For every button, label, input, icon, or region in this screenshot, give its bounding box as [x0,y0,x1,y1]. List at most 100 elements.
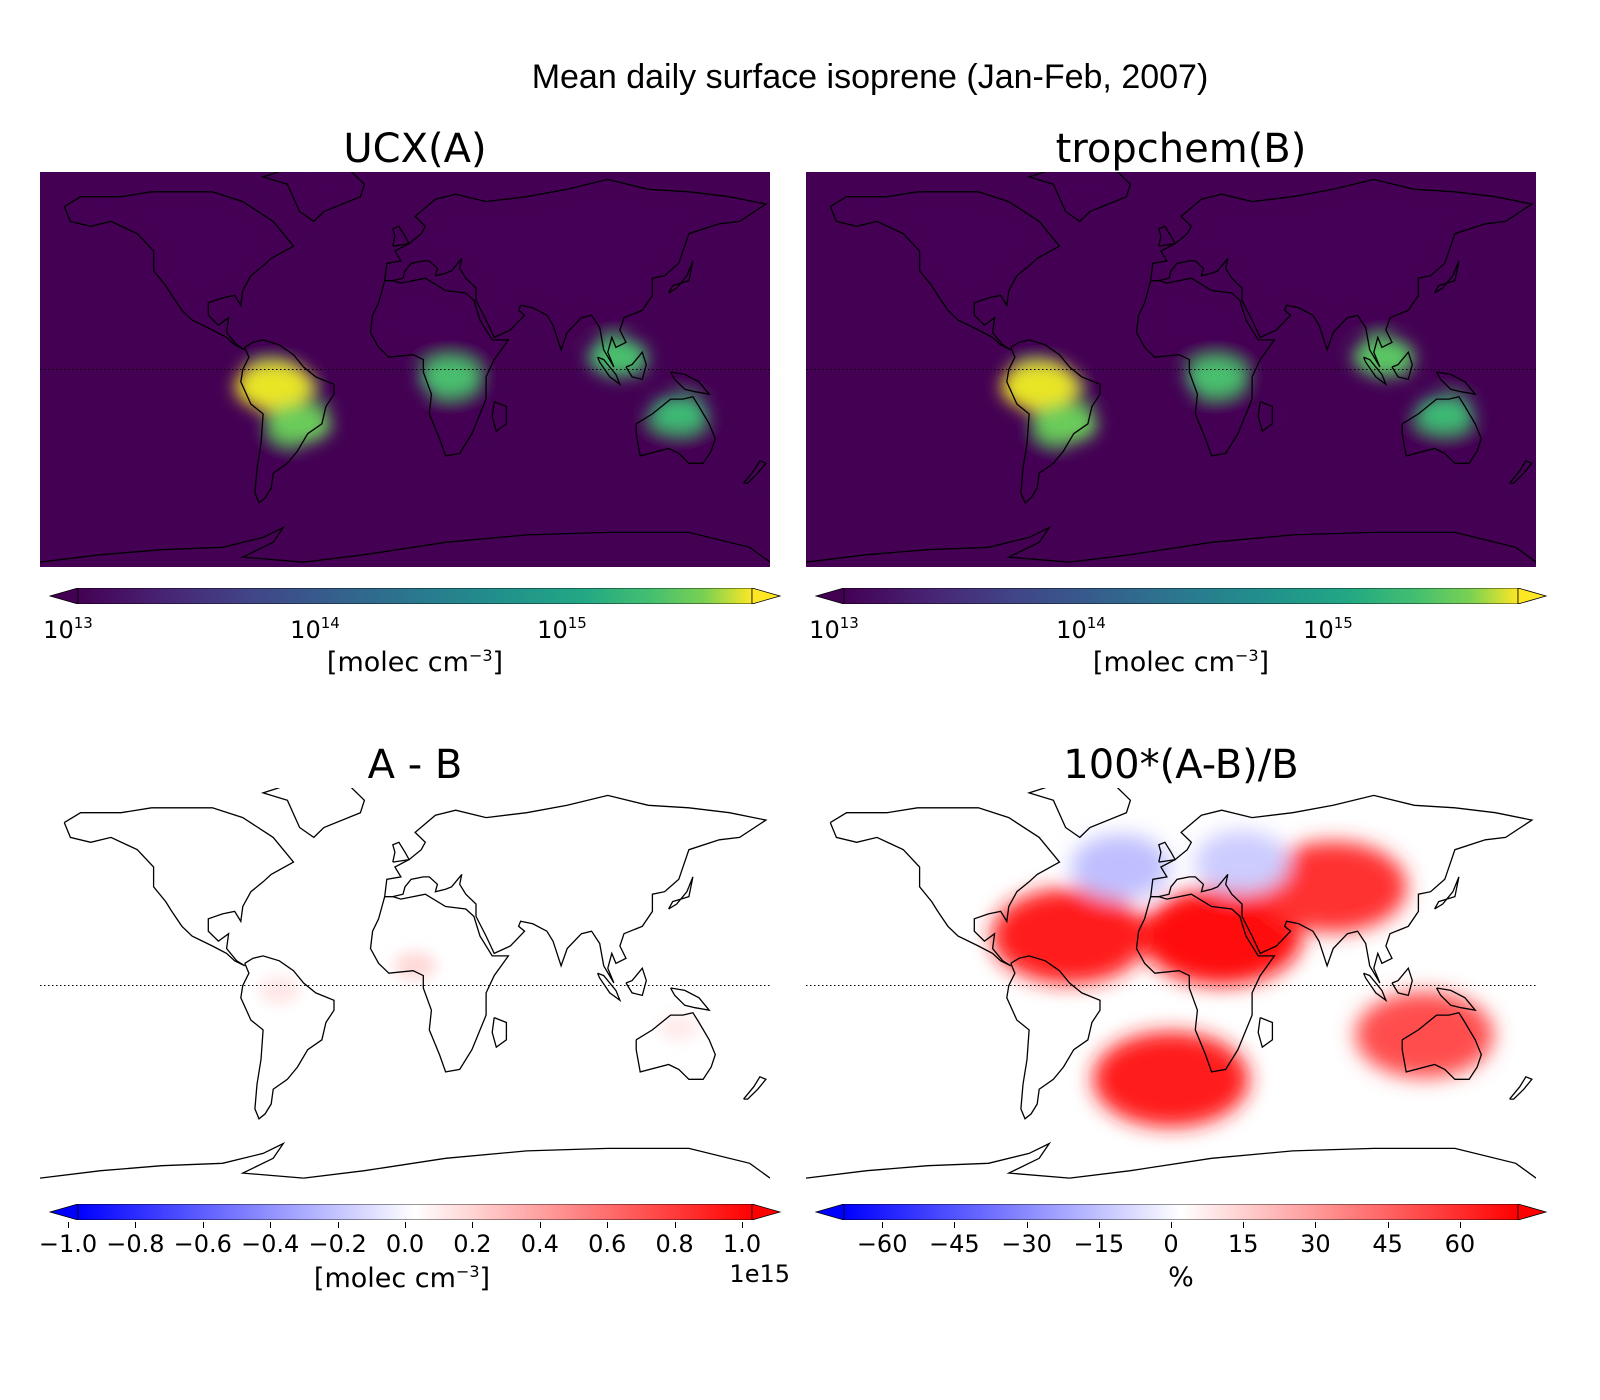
tick-mark [270,1222,272,1228]
coastline [1257,1016,1274,1049]
coastline [597,356,622,387]
tick-label: 0.2 [453,1230,492,1258]
field-hotspot [1092,1031,1250,1128]
panel-title: tropchem(B) [1055,126,1307,172]
tick-label: 60 [1444,1230,1476,1258]
tick-label: 1014 [290,614,340,644]
coastline [392,225,411,247]
colorbar-offset-text: 1e15 [729,1260,790,1288]
tick-label: 0 [1163,1230,1179,1258]
tick-mark [1387,1222,1389,1228]
land-base [1158,226,1176,247]
coastline [491,400,508,433]
field-hotspot [1033,403,1098,444]
coastline [1158,225,1177,247]
tick-label: 15 [1227,1230,1259,1258]
coastline [597,972,622,1003]
colorbar [814,588,1548,604]
colorbar-gradient [843,588,1519,604]
land-base [1150,179,1532,367]
colorbar-ticks: 1013 1014 1015 [40,606,790,644]
coastline [260,788,366,839]
tick-label: 0.8 [655,1230,694,1258]
tick-label: 1014 [1056,614,1106,644]
land-base [1029,172,1131,222]
tick-label: −1.0 [38,1230,98,1258]
coastlines [40,788,770,1179]
coastline [240,955,335,1120]
tick-label: 0.0 [385,1230,425,1258]
tick-label: −0.2 [308,1230,367,1258]
coastline [1150,794,1534,984]
tick-mark [135,1222,137,1228]
coastline [625,350,647,381]
colorbar [48,1204,782,1220]
map-tropchem [806,172,1556,577]
coastline [668,876,694,910]
panel-title: 100*(A-B)/B [1063,742,1299,788]
coastline [829,191,1061,351]
tick-label: −0.6 [173,1230,232,1258]
difference-field [258,951,699,1042]
field-hotspot [1416,395,1474,433]
colorbar-ticks: −1.0 −0.8 −0.6 −0.4 −0.2 0.0 0.2 0.4 0.6 0.8 1.0 [38,1222,790,1258]
coastline [635,1011,716,1080]
tick-label: 30 [1300,1230,1331,1258]
tick-mark [1171,1222,1172,1228]
coastline [40,525,304,563]
colorbar-ticks: 1013 1014 1015 [806,606,1556,644]
coastline [1026,172,1132,223]
field-hotspot [1185,358,1246,396]
colorbar-extend-low [814,588,845,604]
colorbar-ticks: −60 −45 −30 −15 0 15 30 45 60 [806,1222,1556,1258]
coastline [1509,1075,1533,1100]
land-base [670,372,710,395]
map-absolute-difference [40,788,790,1193]
map-ucx [40,172,790,577]
coastline [369,277,510,457]
map-svg [40,172,770,567]
colorbar-extend-low [814,1204,845,1220]
tick-label: 0.6 [588,1230,627,1258]
concentration-field [830,172,1532,503]
tick-mark [882,1222,884,1228]
colorbar-extend-high [751,588,782,604]
coastline [1363,972,1388,1003]
colorbar-gradient [843,1204,1519,1220]
tick-mark [607,1222,609,1228]
figure-title: Mean daily surface isoprene (Jan-Feb, 20… [531,58,1209,96]
coastline [1391,966,1413,997]
coastline [384,794,768,984]
coastline [1150,178,1534,368]
field-hotspot [658,1013,699,1042]
field-hotspot [1259,841,1407,933]
coastline [1436,371,1477,396]
coastline [260,172,366,223]
tick-label: −0.8 [106,1230,165,1258]
tick-mark [1315,1222,1317,1228]
field-hotspot [1353,337,1415,377]
coastline [369,893,510,1073]
field-hotspot [991,888,1148,984]
colorbar-gradient [77,1204,753,1220]
land-base [743,460,766,484]
map-svg [806,788,1536,1183]
tick-mark [1026,1222,1028,1228]
coastline [1026,788,1132,839]
colorbar-extend-high [1517,588,1548,604]
tick-label: 1015 [537,614,587,644]
coastline [1069,1147,1536,1179]
coastline [743,1075,767,1100]
tick-mark [68,1222,69,1228]
percent-field [991,830,1494,1128]
coastline [625,966,647,997]
coastline [1006,955,1101,1120]
colorbar-extend-high [1517,1204,1548,1220]
field-hotspot [267,403,332,444]
tick-label: −15 [1073,1230,1125,1258]
coastline [303,531,770,563]
land-base [492,401,507,432]
coastline [1069,531,1536,563]
land-base [1258,401,1273,432]
tick-mark [202,1222,204,1228]
